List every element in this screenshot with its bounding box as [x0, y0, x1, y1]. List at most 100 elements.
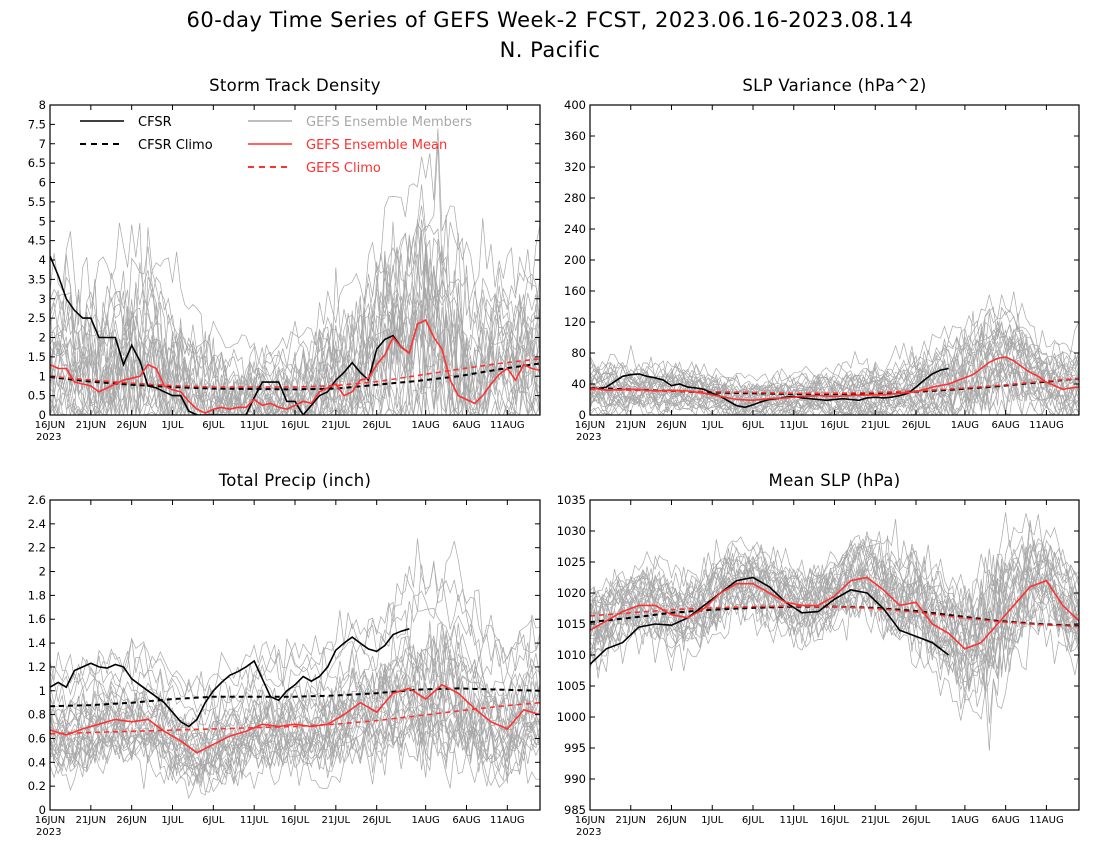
x-tick-label: 21JUL [861, 815, 890, 826]
series-line-cfsr [50, 255, 410, 415]
legend-label: GEFS Ensemble Members [306, 115, 472, 130]
y-tick-label: 1 [39, 369, 46, 383]
x-tick-label: 1AUG [951, 815, 979, 826]
y-tick-label: 990 [564, 772, 586, 786]
ensemble-member-line [590, 542, 1079, 643]
ensemble-member-line [50, 621, 540, 726]
x-tick-label: 1AUG [412, 420, 440, 431]
x-tick-label: 26JUL [362, 815, 391, 826]
x-tick-label: 6JUL [202, 420, 225, 431]
x-tick-label: 6AUG [992, 420, 1020, 431]
series-line-gefs-climo [590, 605, 1079, 628]
ensemble-member-line [50, 232, 540, 415]
y-tick-label: 2 [39, 331, 46, 345]
ensemble-member-line [590, 553, 1079, 663]
y-tick-label: 4 [39, 253, 46, 267]
panel-title: Total Precip (inch) [218, 471, 372, 490]
ensemble-member-line [590, 512, 1079, 642]
ensemble-member-line [590, 291, 1079, 384]
ensemble-member-line [50, 708, 540, 793]
ensemble-member-line [590, 555, 1079, 639]
series-line-gefs-ensemble-mean [50, 319, 540, 414]
x-tick-label: 6AUG [452, 420, 480, 431]
x-tick-label: 11AUG [1029, 815, 1064, 826]
ensemble-member-line [590, 341, 1079, 415]
plot-area [50, 128, 540, 415]
ensemble-members [50, 538, 540, 800]
y-tick-label: 5.5 [28, 195, 46, 209]
y-tick-label: 2.4 [28, 517, 46, 531]
ensemble-member-line [50, 563, 540, 701]
figure-title: 60-day Time Series of GEFS Week-2 FCST, … [186, 8, 913, 32]
ensemble-member-line [50, 578, 540, 716]
ensemble-member-line [590, 561, 1079, 666]
x-tick-label: 16JUL [820, 420, 849, 431]
y-tick-label: 1005 [557, 679, 586, 693]
x-tick-label: 1AUG [951, 420, 979, 431]
y-tick-label: 1.6 [28, 612, 46, 626]
y-tick-label: 1020 [557, 586, 586, 600]
ensemble-member-line [590, 567, 1079, 692]
x-tick-label: 6AUG [992, 815, 1020, 826]
plot-area [590, 512, 1079, 751]
x-tick-label: 16JUL [281, 815, 310, 826]
panels: Storm Track Density 0 0.5 1 1.5 2 2.5 3 3.5 4 4.5 5… [28, 76, 1080, 838]
x-tick-label: 21JUN [616, 815, 646, 826]
ensemble-member-line [590, 308, 1079, 398]
y-tick-label: 280 [564, 191, 586, 205]
legend: CFSR CFSR Climo GEFS Ensemble Members GEFS … [80, 115, 472, 176]
x-tick-label: 1JUL [161, 815, 184, 826]
figure-subtitle: N. Pacific [500, 38, 601, 62]
ensemble-member-line [50, 694, 540, 785]
x-tick-label: 6JUL [202, 815, 225, 826]
ensemble-member-line [50, 696, 540, 784]
x-tick-label: 11JUL [240, 420, 269, 431]
x-tick-label: 11AUG [490, 815, 525, 826]
x-year-label: 2023 [36, 432, 61, 443]
y-tick-label: 1.5 [28, 350, 46, 364]
y-tick-label: 985 [564, 803, 586, 817]
series-line-gefs-climo [50, 701, 540, 735]
series-line-gefs-ensemble-mean [590, 576, 1079, 650]
y-tick-label: 1 [39, 684, 46, 698]
ensemble-member-line [50, 634, 540, 747]
panel-title: SLP Variance (hPa^2) [742, 76, 926, 95]
x-tick-label: 21JUN [76, 420, 106, 431]
y-tick-label: 1035 [557, 493, 586, 507]
x-tick-label: 26JUL [902, 420, 931, 431]
x-tick-label: 11JUL [779, 815, 808, 826]
y-tick-label: 240 [564, 222, 586, 236]
ensemble-member-line [590, 561, 1079, 652]
plot-area [590, 291, 1079, 415]
x-tick-label: 21JUN [76, 815, 106, 826]
x-tick-label: 21JUL [322, 815, 351, 826]
y-tick-label: 6.5 [28, 156, 46, 170]
y-tick-label: 8 [39, 98, 46, 112]
chart-panel-1: Storm Track Density 0 0.5 1 1.5 2 2.5 3 3.5 4 4.5 5… [28, 76, 541, 443]
ensemble-member-line [50, 219, 540, 405]
x-tick-label: 11AUG [490, 420, 525, 431]
x-tick-label: 21JUL [322, 420, 351, 431]
x-tick-label: 26JUN [116, 815, 146, 826]
y-tick-label: 995 [564, 741, 586, 755]
ensemble-member-line [50, 538, 540, 693]
ensemble-member-line [590, 539, 1079, 617]
y-tick-label: 3.5 [28, 272, 46, 286]
y-tick-label: 1000 [557, 710, 586, 724]
ensemble-member-line [590, 596, 1079, 751]
x-tick-label: 6JUL [742, 815, 765, 826]
y-tick-label: 1010 [557, 648, 586, 662]
y-tick-label: 0.5 [28, 389, 46, 403]
ensemble-members [50, 128, 540, 415]
y-tick-label: 160 [564, 284, 586, 298]
ensemble-member-line [590, 331, 1079, 407]
x-tick-label: 6JUL [742, 420, 765, 431]
x-tick-label: 26JUN [656, 420, 686, 431]
chart-panel-2: SLP Variance (hPa^2) 0 40 80 120 160 200 240 280… [564, 76, 1080, 443]
y-tick-label: 0.2 [28, 779, 46, 793]
y-tick-label: 400 [564, 98, 586, 112]
y-tick-label: 6 [39, 176, 46, 190]
y-tick-label: 40 [571, 377, 586, 391]
ensemble-member-line [50, 710, 540, 781]
legend-label: CFSR Climo [138, 138, 213, 153]
